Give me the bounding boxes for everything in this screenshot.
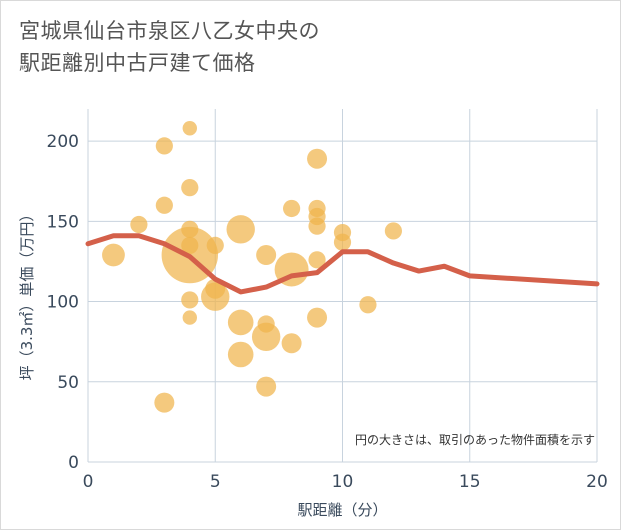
bubble-point [206, 236, 224, 254]
title-line-1: 宮城県仙台市泉区八乙女中央の [19, 19, 320, 43]
y-tick-label: 0 [68, 453, 79, 473]
x-tick-label: 5 [210, 472, 221, 492]
x-axis-label: 駅距離（分） [297, 501, 387, 519]
y-tick-label: 200 [47, 132, 79, 152]
bubble-point [155, 196, 173, 214]
bubble-point [182, 310, 197, 325]
x-tick-label: 10 [332, 472, 354, 492]
y-tick-label: 100 [47, 293, 79, 313]
bubble-point [333, 233, 352, 251]
bubble-point [227, 341, 254, 368]
bubble-point [201, 282, 230, 311]
bubble-point [281, 333, 302, 354]
bubble-point [308, 251, 326, 269]
x-tick-label: 0 [83, 472, 94, 492]
bubble-point [308, 217, 326, 235]
average-price-line [85, 233, 600, 295]
bubble-point [256, 376, 277, 397]
y-tick-label: 150 [47, 212, 79, 232]
bubble-point [182, 121, 197, 136]
bubble-point [181, 291, 199, 309]
bubble-point [307, 307, 328, 328]
bubble-point [155, 137, 173, 155]
bubble-point [307, 148, 328, 169]
bubble-point [102, 243, 125, 267]
line-layer [85, 233, 600, 295]
bubble-point [227, 309, 254, 336]
y-tick-label: 50 [57, 373, 79, 393]
y-axis-label: 坪（3.3㎡）単価（万円） [18, 207, 36, 381]
bubble-point [384, 222, 402, 240]
size-note: 円の大きさは、取引のあった物件面積を示す [355, 432, 595, 447]
bubble-point [154, 392, 175, 413]
x-tick-label: 15 [459, 472, 481, 492]
bubble-layer [102, 121, 402, 413]
bubble-point [181, 179, 199, 197]
tick-labels: 0 50 100 150 200 0 5 10 15 20 [47, 132, 608, 492]
bubble-point [283, 199, 301, 218]
x-tick-label: 20 [586, 472, 608, 492]
bubble-point [226, 215, 255, 244]
bubble-point [130, 215, 148, 234]
chart-title: 宮城県仙台市泉区八乙女中央の 駅距離別中古戸建て価格 [19, 15, 579, 79]
bubble-point [251, 322, 281, 352]
bubble-point [256, 245, 277, 266]
title-line-2: 駅距離別中古戸建て価格 [19, 51, 256, 75]
bubble-point [359, 296, 377, 314]
